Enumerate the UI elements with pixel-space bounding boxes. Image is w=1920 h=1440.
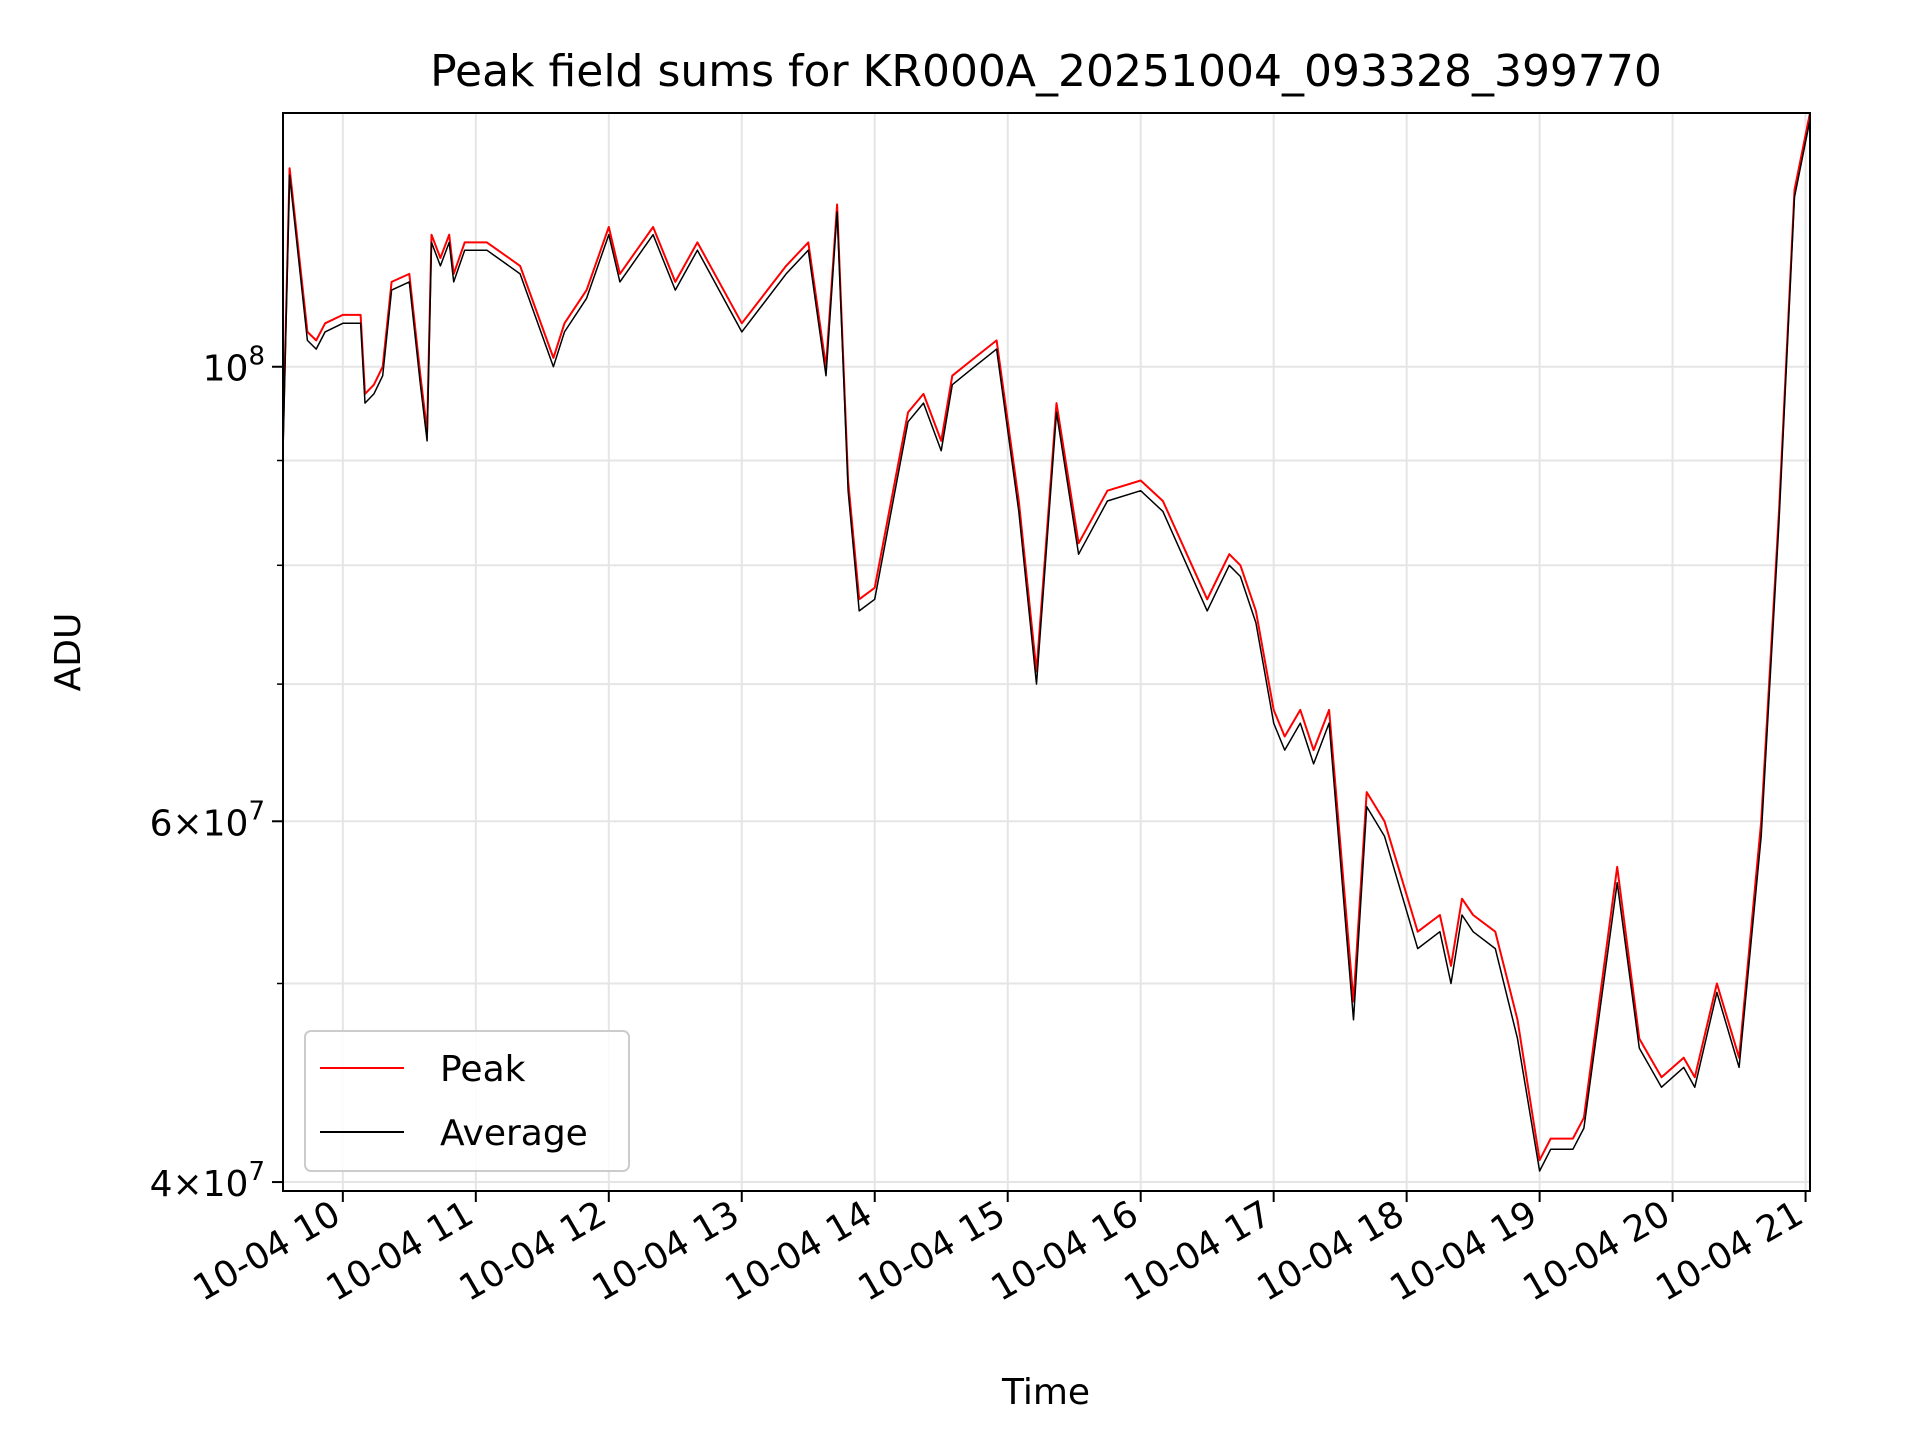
x-axis-label: Time [1001, 1372, 1090, 1413]
average-series-line [282, 119, 1811, 1172]
y-tick-label: 4×107 [150, 1157, 265, 1205]
legend-peak-label: Peak [440, 1049, 526, 1090]
y-tick-label-base: 4×10 [150, 1164, 249, 1205]
y-tick-label-exponent: 8 [248, 342, 265, 372]
y-axis-label: ADU [48, 613, 89, 692]
legend-average-label: Average [440, 1113, 588, 1154]
plot-area [282, 112, 1811, 1172]
y-tick-label-exponent: 7 [248, 796, 265, 826]
grid-lines [283, 113, 1810, 1191]
legend: Peak Average [304, 1030, 630, 1172]
y-tick-label: 6×107 [150, 796, 265, 844]
y-tick-label-base: 10 [203, 349, 249, 390]
legend-box [304, 1030, 630, 1172]
y-tick-label-base: 6×10 [150, 803, 249, 844]
plot-frame [282, 112, 1811, 1192]
y-tick-label-exponent: 7 [248, 1157, 265, 1187]
chart-title: Peak field sums for KR000A_20251004_0933… [430, 46, 1662, 97]
y-tick-label: 108 [203, 342, 265, 390]
